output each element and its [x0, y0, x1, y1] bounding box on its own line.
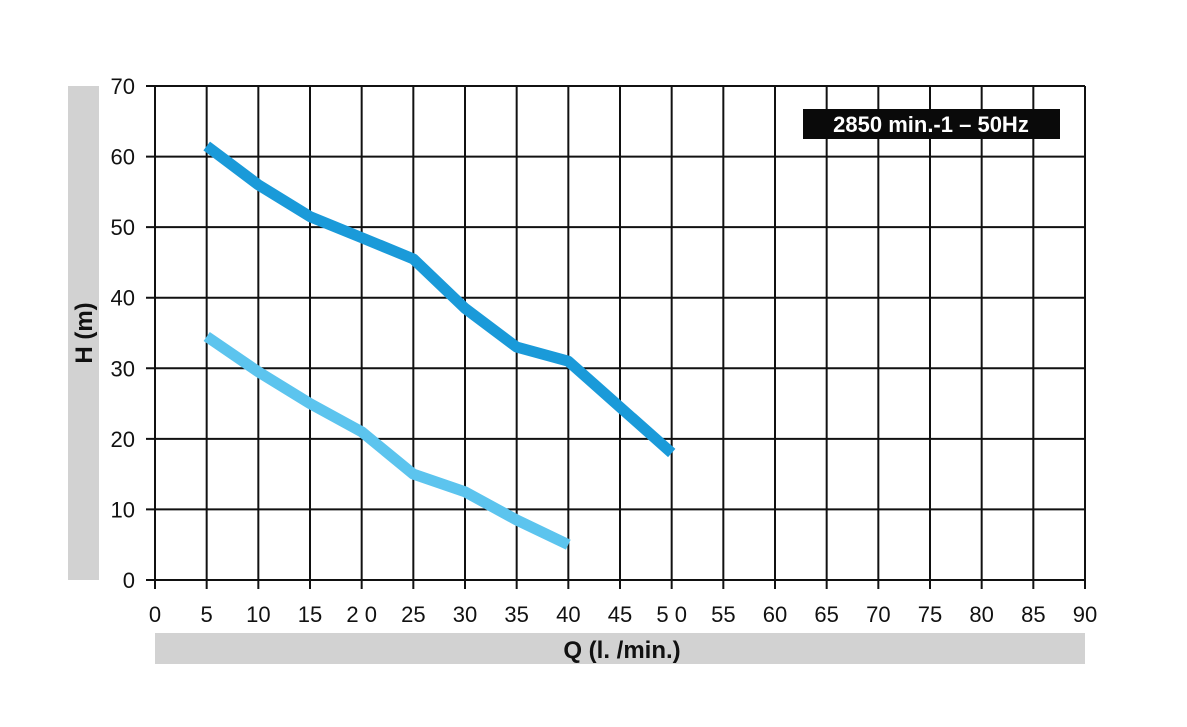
speed-badge: [803, 109, 1060, 139]
grid: [146, 85, 1086, 589]
series-line-1: [203, 141, 676, 458]
x-tick-label: 25: [401, 602, 425, 627]
y-tick-labels: 0 10 20 30 40 50 60 70: [111, 74, 135, 593]
y-tick-label: 40: [111, 286, 135, 311]
data-series: [203, 141, 676, 550]
x-tick-label: 85: [1021, 602, 1045, 627]
y-tick-label: 0: [123, 568, 135, 593]
x-tick-label: 0: [149, 602, 161, 627]
x-tick-label: 60: [763, 602, 787, 627]
x-tick-label: 90: [1073, 602, 1097, 627]
y-tick-label: 60: [111, 145, 135, 170]
y-tick-label: 30: [111, 356, 135, 381]
x-tick-labels: 0 5 10 15 2 0 25 30 35 40 45 5 0 55 60 65 70 75 80 85 90: [149, 602, 1097, 627]
y-tick-label: 20: [111, 427, 135, 452]
x-tick-label: 70: [866, 602, 890, 627]
y-tick-label: 50: [111, 215, 135, 240]
x-tick-label: 2 0: [346, 602, 377, 627]
x-tick-label: 10: [246, 602, 270, 627]
x-tick-label: 40: [556, 602, 580, 627]
x-tick-label: 5: [201, 602, 213, 627]
x-axis-title: Q (l. /min.): [563, 637, 680, 664]
x-axis-label-band: [155, 633, 1085, 664]
speed-badge-text: 2850 min.-1 – 50Hz: [833, 112, 1029, 137]
x-tick-label: 65: [814, 602, 838, 627]
y-tick-label: 70: [111, 74, 135, 99]
x-tick-label: 80: [969, 602, 993, 627]
x-tick-label: 55: [711, 602, 735, 627]
x-tick-label: 30: [453, 602, 477, 627]
series-line-2: [203, 331, 571, 550]
x-tick-label: 5 0: [656, 602, 687, 627]
y-axis-label-band: [68, 86, 99, 580]
x-tick-label: 35: [504, 602, 528, 627]
y-axis-title: H (m): [71, 302, 98, 363]
x-tick-label: 15: [298, 602, 322, 627]
y-tick-label: 10: [111, 497, 135, 522]
x-tick-label: 75: [918, 602, 942, 627]
x-tick-label: 45: [608, 602, 632, 627]
